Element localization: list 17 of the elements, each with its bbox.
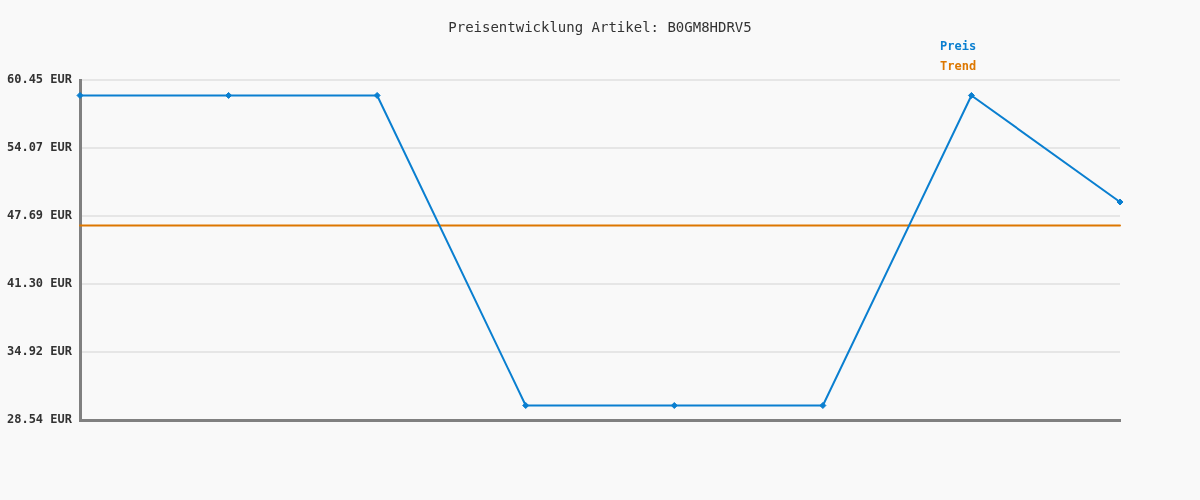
point <box>819 402 827 410</box>
point <box>373 91 381 99</box>
point <box>967 91 975 99</box>
chart-title: Preisentwicklung Artikel: B0GM8HDRV5 <box>448 18 752 35</box>
point <box>225 91 233 99</box>
y-tick-label: 47.69 EUR <box>6 208 73 223</box>
point <box>522 402 530 410</box>
y-tick-label: 34.92 EUR <box>6 344 73 359</box>
text: Preis <box>940 39 977 54</box>
point <box>1116 198 1124 206</box>
y-tick-label: 60.45 EUR <box>6 72 73 87</box>
point <box>76 91 84 99</box>
point <box>670 402 678 410</box>
y-tick-label: 54.07 EUR <box>6 140 73 155</box>
text: Trend <box>940 59 977 74</box>
y-tick-label: 28.54 EUR <box>6 412 73 427</box>
y-tick-label: 41.30 EUR <box>6 276 73 291</box>
